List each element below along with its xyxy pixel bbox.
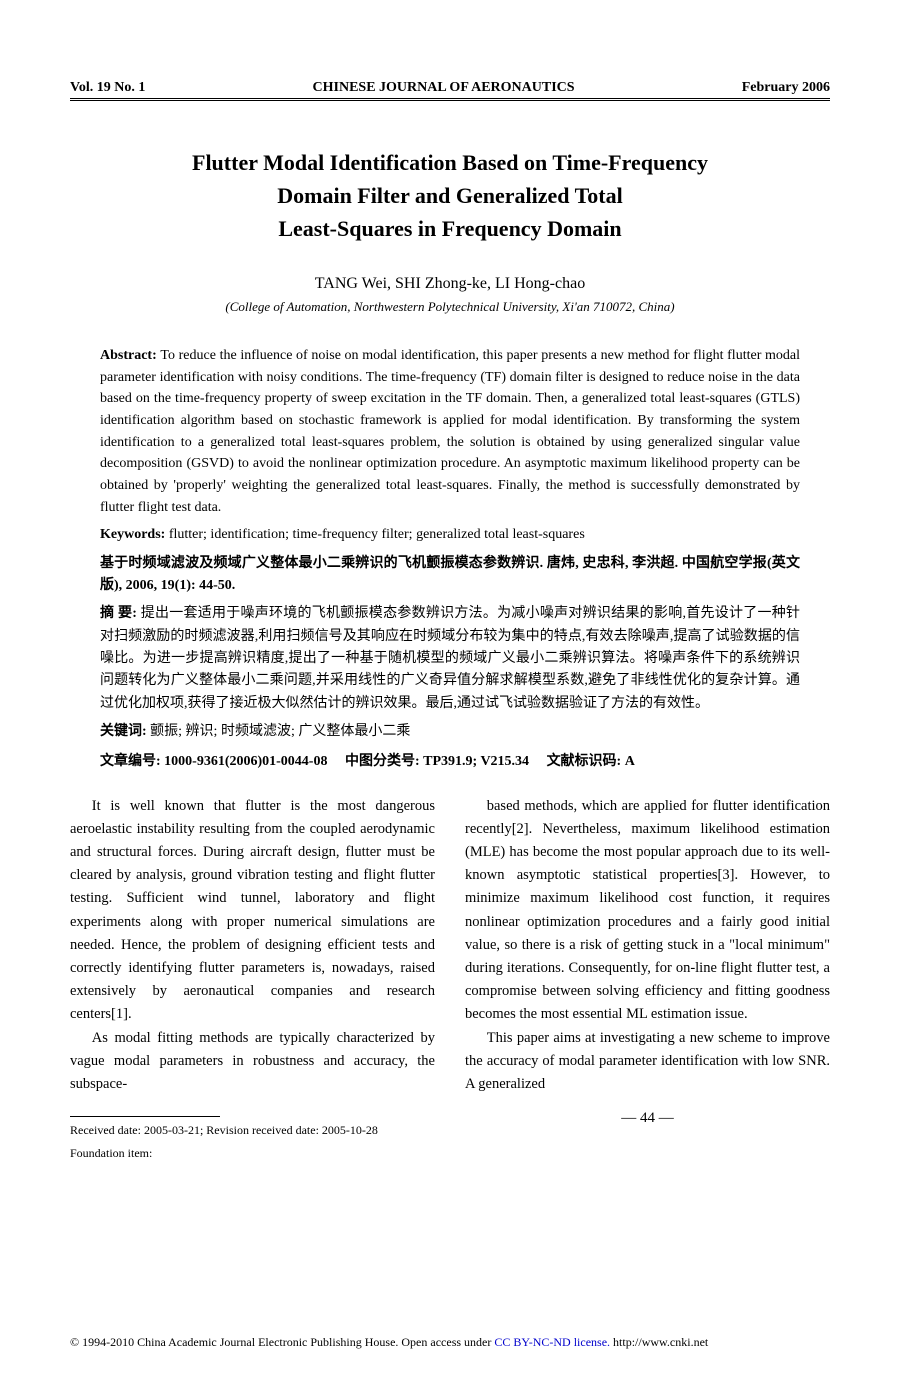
abstract-label: Abstract:	[100, 348, 160, 363]
body-paragraph: It is well known that flutter is the mos…	[70, 795, 435, 1027]
body-paragraph: based methods, which are applied for flu…	[465, 795, 830, 1027]
chinese-abstract-text: 提出一套适用于噪声环境的飞机颤振模态参数辨识方法。为减小噪声对辨识结果的影响,首…	[100, 606, 800, 711]
footer: © 1994-2010 China Academic Journal Elect…	[70, 1335, 830, 1350]
chinese-keywords-label: 关键词:	[100, 724, 150, 739]
chinese-keywords-text: 颤振; 辨识; 时频域滤波; 广义整体最小二乘	[150, 724, 410, 739]
chinese-abstract-label: 摘 要:	[100, 606, 141, 621]
footnote-received: Received date: 2005-03-21; Revision rece…	[70, 1121, 435, 1140]
column-right: based methods, which are applied for flu…	[465, 795, 830, 1164]
chinese-title: 基于时频域滤波及频域广义整体最小二乘辨识的飞机颤振模态参数辨识. 唐炜, 史忠科…	[70, 553, 830, 598]
header-left: Vol. 19 No. 1	[70, 80, 145, 96]
keywords: Keywords: flutter; identification; time-…	[70, 527, 830, 543]
column-left: It is well known that flutter is the mos…	[70, 795, 435, 1164]
chinese-meta: 文章编号: 1000-9361(2006)01-0044-08 中图分类号: T…	[70, 750, 830, 770]
body-text: It is well known that flutter is the mos…	[70, 795, 830, 1164]
article-title: Flutter Modal Identification Based on Ti…	[70, 146, 830, 245]
header-right: February 2006	[742, 80, 830, 96]
abstract: Abstract: To reduce the influence of noi…	[70, 345, 830, 519]
license-link[interactable]: CC BY-NC-ND license.	[494, 1335, 610, 1349]
chinese-keywords: 关键词: 颤振; 辨识; 时频域滤波; 广义整体最小二乘	[70, 721, 830, 743]
authors: TANG Wei, SHI Zhong-ke, LI Hong-chao	[70, 275, 830, 293]
body-paragraph: As modal fitting methods are typically c…	[70, 1027, 435, 1097]
footnote-foundation: Foundation item:	[70, 1144, 435, 1163]
header-center: CHINESE JOURNAL OF AERONAUTICS	[313, 80, 575, 96]
footer-suffix: http://www.cnki.net	[610, 1335, 708, 1349]
page-header: Vol. 19 No. 1 CHINESE JOURNAL OF AERONAU…	[70, 80, 830, 101]
title-line-1: Flutter Modal Identification Based on Ti…	[70, 146, 830, 179]
doc-code: 文献标识码: A	[547, 754, 635, 769]
title-line-3: Least-Squares in Frequency Domain	[70, 212, 830, 245]
body-paragraph: This paper aims at investigating a new s…	[465, 1027, 830, 1097]
keywords-text: flutter; identification; time-frequency …	[169, 527, 585, 542]
footnote-rule	[70, 1116, 220, 1117]
affiliation: (College of Automation, Northwestern Pol…	[70, 299, 830, 315]
title-line-2: Domain Filter and Generalized Total	[70, 179, 830, 212]
footer-prefix: © 1994-2010 China Academic Journal Elect…	[70, 1335, 494, 1349]
keywords-label: Keywords:	[100, 527, 169, 542]
chinese-abstract: 摘 要: 提出一套适用于噪声环境的飞机颤振模态参数辨识方法。为减小噪声对辨识结果…	[70, 603, 830, 715]
article-number: 文章编号: 1000-9361(2006)01-0044-08	[100, 754, 327, 769]
abstract-text: To reduce the influence of noise on moda…	[100, 348, 800, 515]
clc-number: 中图分类号: TP391.9; V215.34	[345, 754, 529, 769]
page-number: — 44 —	[465, 1106, 830, 1130]
